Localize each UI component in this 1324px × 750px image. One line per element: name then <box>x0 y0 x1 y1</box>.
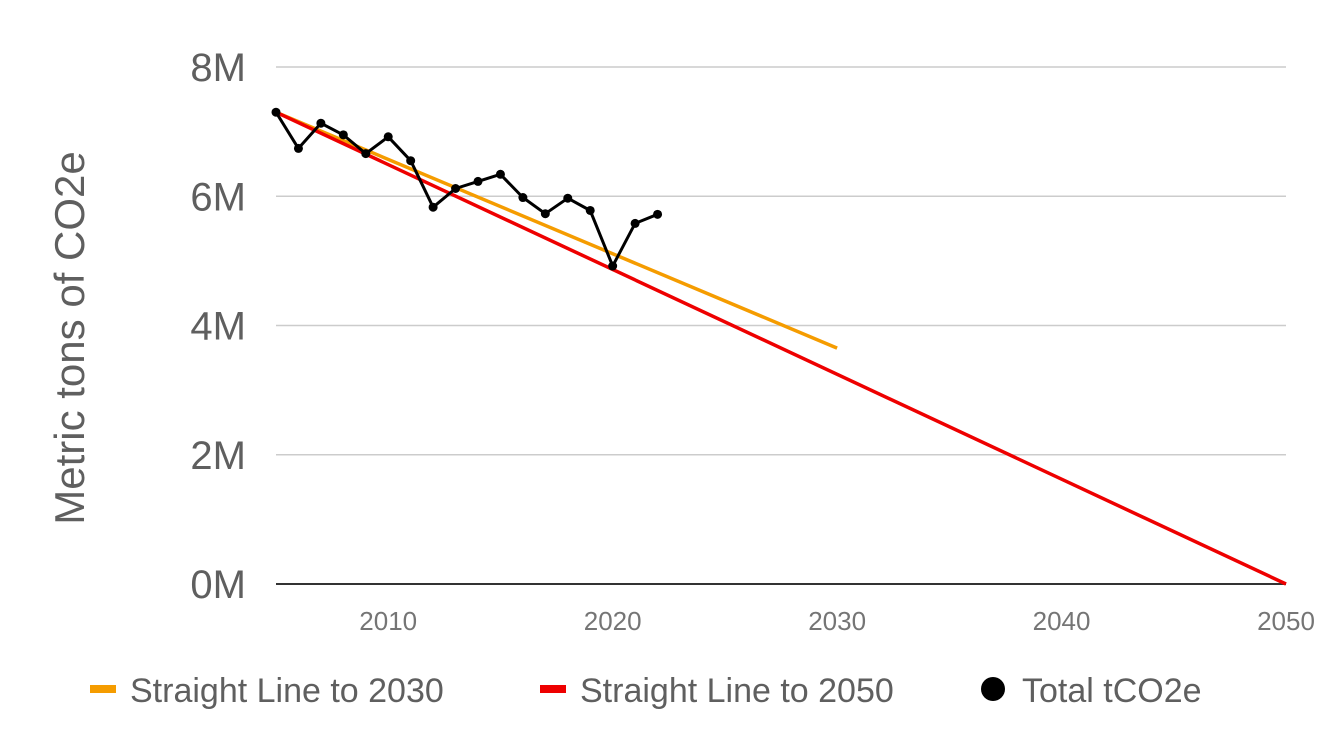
legend-label: Total tCO2e <box>1022 672 1202 710</box>
data-point <box>518 193 528 203</box>
data-point <box>608 261 618 271</box>
data-point <box>271 107 281 117</box>
data-point <box>361 149 371 159</box>
data-point <box>451 183 461 193</box>
data-point <box>338 130 348 140</box>
y-tick-label: 0M <box>190 563 246 607</box>
y-tick-label: 6M <box>190 175 246 219</box>
legend-label: Straight Line to 2050 <box>580 672 894 710</box>
data-point <box>473 176 483 186</box>
legend: Straight Line to 2030 Straight Line to 20… <box>90 672 1202 710</box>
x-tick-label: 2050 <box>1257 606 1315 636</box>
series-line <box>275 110 1287 586</box>
x-axis-ticks: 2010 2020 2030 2040 2050 <box>359 606 1315 636</box>
y-tick-label: 4M <box>190 305 246 349</box>
legend-swatch <box>90 685 116 693</box>
data-point <box>630 218 640 228</box>
data-point <box>383 132 393 142</box>
y-tick-label: 8M <box>190 46 246 90</box>
data-point <box>653 209 663 219</box>
y-axis-ticks: 0M 2M 4M 6M 8M <box>190 46 246 607</box>
data-point <box>406 156 416 166</box>
legend-marker <box>981 677 1005 701</box>
data-point <box>540 209 550 219</box>
data-point <box>563 193 573 203</box>
x-tick-label: 2020 <box>584 606 642 636</box>
x-tick-label: 2010 <box>359 606 417 636</box>
data-point <box>428 202 438 212</box>
y-tick-label: 2M <box>190 434 246 478</box>
plot-area <box>271 107 1287 586</box>
y-axis-label: Metric tons of CO2e <box>46 151 93 524</box>
data-point <box>585 205 595 215</box>
x-tick-label: 2030 <box>808 606 866 636</box>
data-point <box>316 118 326 128</box>
legend-label: Straight Line to 2030 <box>130 672 444 710</box>
data-point <box>495 169 505 179</box>
legend-swatch <box>540 685 566 693</box>
x-tick-label: 2040 <box>1033 606 1091 636</box>
data-point <box>293 143 303 153</box>
